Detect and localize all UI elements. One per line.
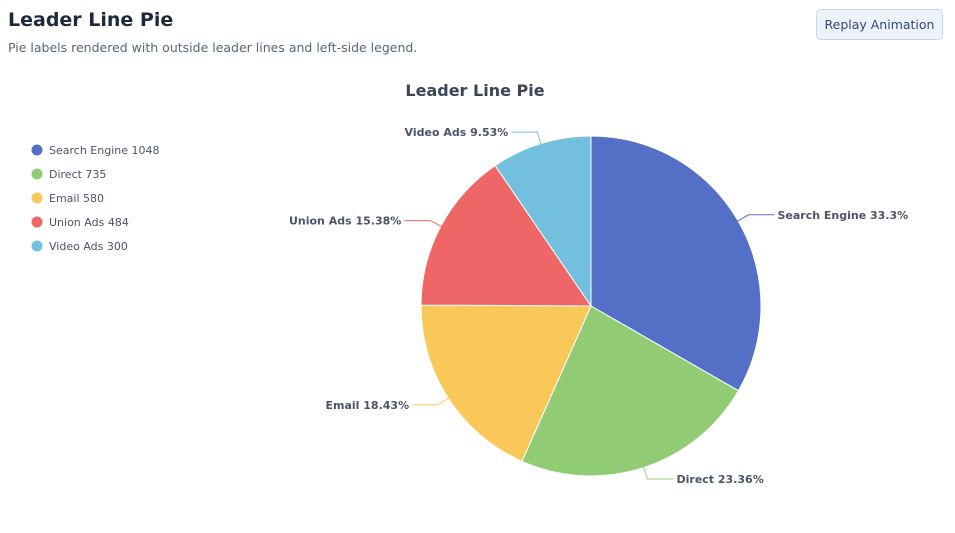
pie-label-search-engine: Search Engine 33.3% [778,209,909,222]
legend-label-search-engine: Search Engine 1048 [49,144,159,157]
page-title: Leader Line Pie [8,9,174,31]
legend-label-union-ads: Union Ads 484 [49,216,129,229]
legend-label-video-ads: Video Ads 300 [49,240,128,253]
pie-label-direct: Direct 23.36% [677,473,764,486]
pie-labels: Search Engine 33.3% Direct 23.36% Email 18… [289,126,908,486]
legend-label-email: Email 580 [49,192,104,205]
replay-animation-button[interactable]: Replay Animation [816,9,943,40]
chart-title: Leader Line Pie [405,81,544,100]
chart-area: Leader Line Pie Search Engine 1048 Direct… [0,70,955,533]
leader-line-union-ads [404,220,477,246]
leader-line-video-ads [511,131,554,182]
legend-marker-email [31,192,43,204]
page-subtitle: Pie labels rendered with outside leader … [8,40,418,55]
legend-marker-direct [31,168,43,180]
leader-line-search-engine [703,214,775,242]
pie-label-video-ads: Video Ads 9.53% [405,126,509,139]
legend-marker-union-ads [31,216,43,228]
legend-marker-video-ads [31,240,43,252]
pie-label-email: Email 18.43% [326,399,410,412]
legend-label-direct: Direct 735 [49,168,106,181]
leader-line-direct [630,429,674,480]
chart-legend: Search Engine 1048 Direct 735 Email 580 Uni… [31,144,160,253]
legend-item-video-ads[interactable]: Video Ads 300 [31,240,128,253]
pie-chart: Leader Line Pie Search Engine 1048 Direct… [31,81,908,486]
legend-marker-search-engine [31,144,43,156]
legend-item-union-ads[interactable]: Union Ads 484 [31,216,129,229]
pie-slices [420,135,762,477]
legend-item-direct[interactable]: Direct 735 [31,168,107,181]
legend-item-search-engine[interactable]: Search Engine 1048 [31,144,160,157]
leader-line-email [412,376,483,406]
legend-item-email[interactable]: Email 580 [31,192,105,205]
pie-label-union-ads: Union Ads 15.38% [289,215,401,228]
